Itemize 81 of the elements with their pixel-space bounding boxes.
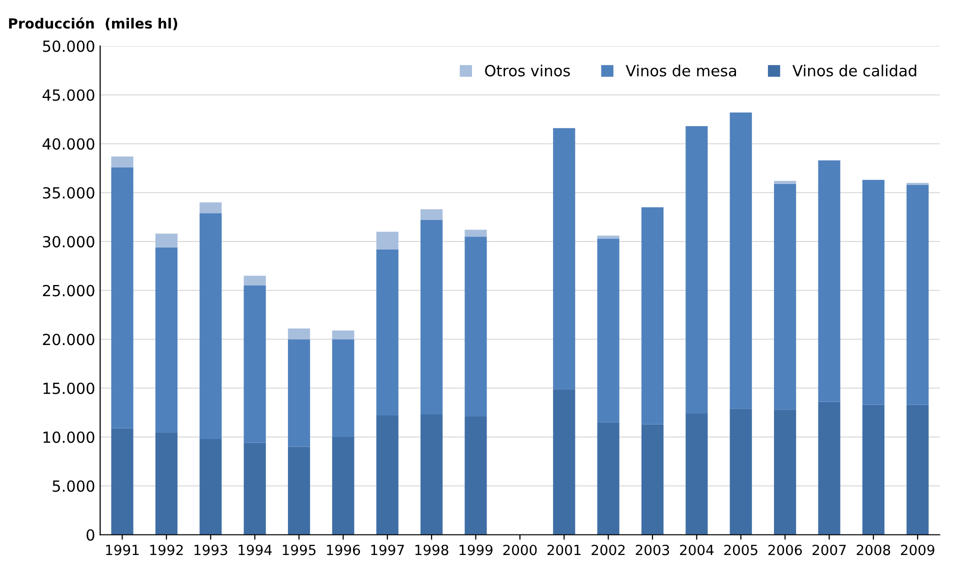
bar (288, 446, 310, 535)
bar (906, 184, 929, 405)
bar (774, 410, 796, 535)
bar (730, 408, 752, 535)
y-tick-label: 15.000 (44, 382, 94, 394)
x-tick-label: 2001 (547, 544, 581, 556)
bar (464, 416, 487, 535)
y-tick-label: 35.000 (43, 187, 94, 199)
legend-label: Vinos de calidad (792, 64, 916, 76)
bar (420, 209, 443, 220)
bar (200, 202, 222, 214)
x-tick-label: 2007 (812, 544, 846, 556)
bar (774, 180, 796, 184)
x-tick-label: 1991 (106, 544, 139, 556)
x-tick-label: 2006 (768, 544, 802, 556)
x-tick-label: 1993 (194, 544, 228, 556)
bar (597, 238, 620, 422)
bar (244, 442, 266, 535)
bar (553, 128, 576, 390)
x-tick-label: 1997 (371, 544, 404, 556)
bar (376, 415, 398, 535)
bar (111, 428, 134, 535)
y-tick-label: 20.000 (42, 334, 94, 346)
y-tick-label: 10.000 (44, 431, 94, 444)
bar (597, 422, 620, 535)
bar (730, 112, 752, 409)
x-tick-label: 1995 (282, 544, 316, 556)
x-tick-label: 1994 (238, 544, 272, 556)
bar (376, 232, 398, 250)
bar (332, 330, 354, 340)
y-tick-label: 40.000 (42, 138, 94, 150)
bar (155, 234, 178, 248)
x-tick-label: 2005 (724, 544, 758, 556)
bar (597, 236, 620, 239)
x-tick-label: 2000 (503, 544, 537, 556)
x-tick-label: 1992 (150, 544, 183, 556)
bar (818, 402, 840, 535)
y-tick-label: 0 (86, 529, 94, 541)
bar (288, 339, 310, 447)
legend-label: Otros vinos (485, 64, 570, 76)
bar (332, 437, 354, 535)
x-tick-label: 1999 (460, 544, 492, 556)
bar (774, 184, 796, 410)
bar (464, 230, 487, 237)
bar (862, 180, 884, 405)
bar (155, 432, 178, 535)
y-tick-label: 25.000 (42, 284, 94, 296)
y-tick-label: 30.000 (43, 236, 94, 248)
bar (420, 414, 443, 535)
x-tick-label: 2008 (856, 544, 890, 556)
x-tick-label: 2002 (592, 544, 625, 556)
bar (155, 247, 178, 432)
bar (288, 328, 310, 340)
bar (818, 160, 840, 402)
bar (111, 156, 134, 168)
bar (244, 276, 266, 286)
x-tick-label: 1998 (415, 544, 448, 556)
bar (420, 220, 443, 415)
y-axis-title: Producción (miles hl) (9, 17, 178, 30)
bar (111, 167, 134, 428)
bar (906, 404, 929, 535)
bar (686, 414, 708, 535)
bar (464, 236, 487, 416)
bar (641, 207, 664, 424)
x-tick-label: 2004 (680, 544, 714, 556)
y-tick-label: 5.000 (52, 480, 94, 492)
x-tick-label: 1996 (327, 544, 360, 556)
bar (200, 213, 222, 439)
bar (553, 389, 576, 535)
bar (686, 126, 708, 414)
y-tick-label: 45.000 (42, 89, 94, 101)
bar (862, 404, 884, 535)
x-tick-label: 2003 (636, 544, 670, 556)
bar (376, 249, 398, 416)
x-tick-label: 2009 (900, 544, 934, 556)
bar (244, 285, 266, 443)
bar (332, 339, 354, 437)
legend-label: Vinos de mesa (626, 64, 736, 76)
bar (200, 438, 222, 535)
bar (641, 424, 664, 535)
y-tick-label: 50.000 (43, 40, 94, 52)
